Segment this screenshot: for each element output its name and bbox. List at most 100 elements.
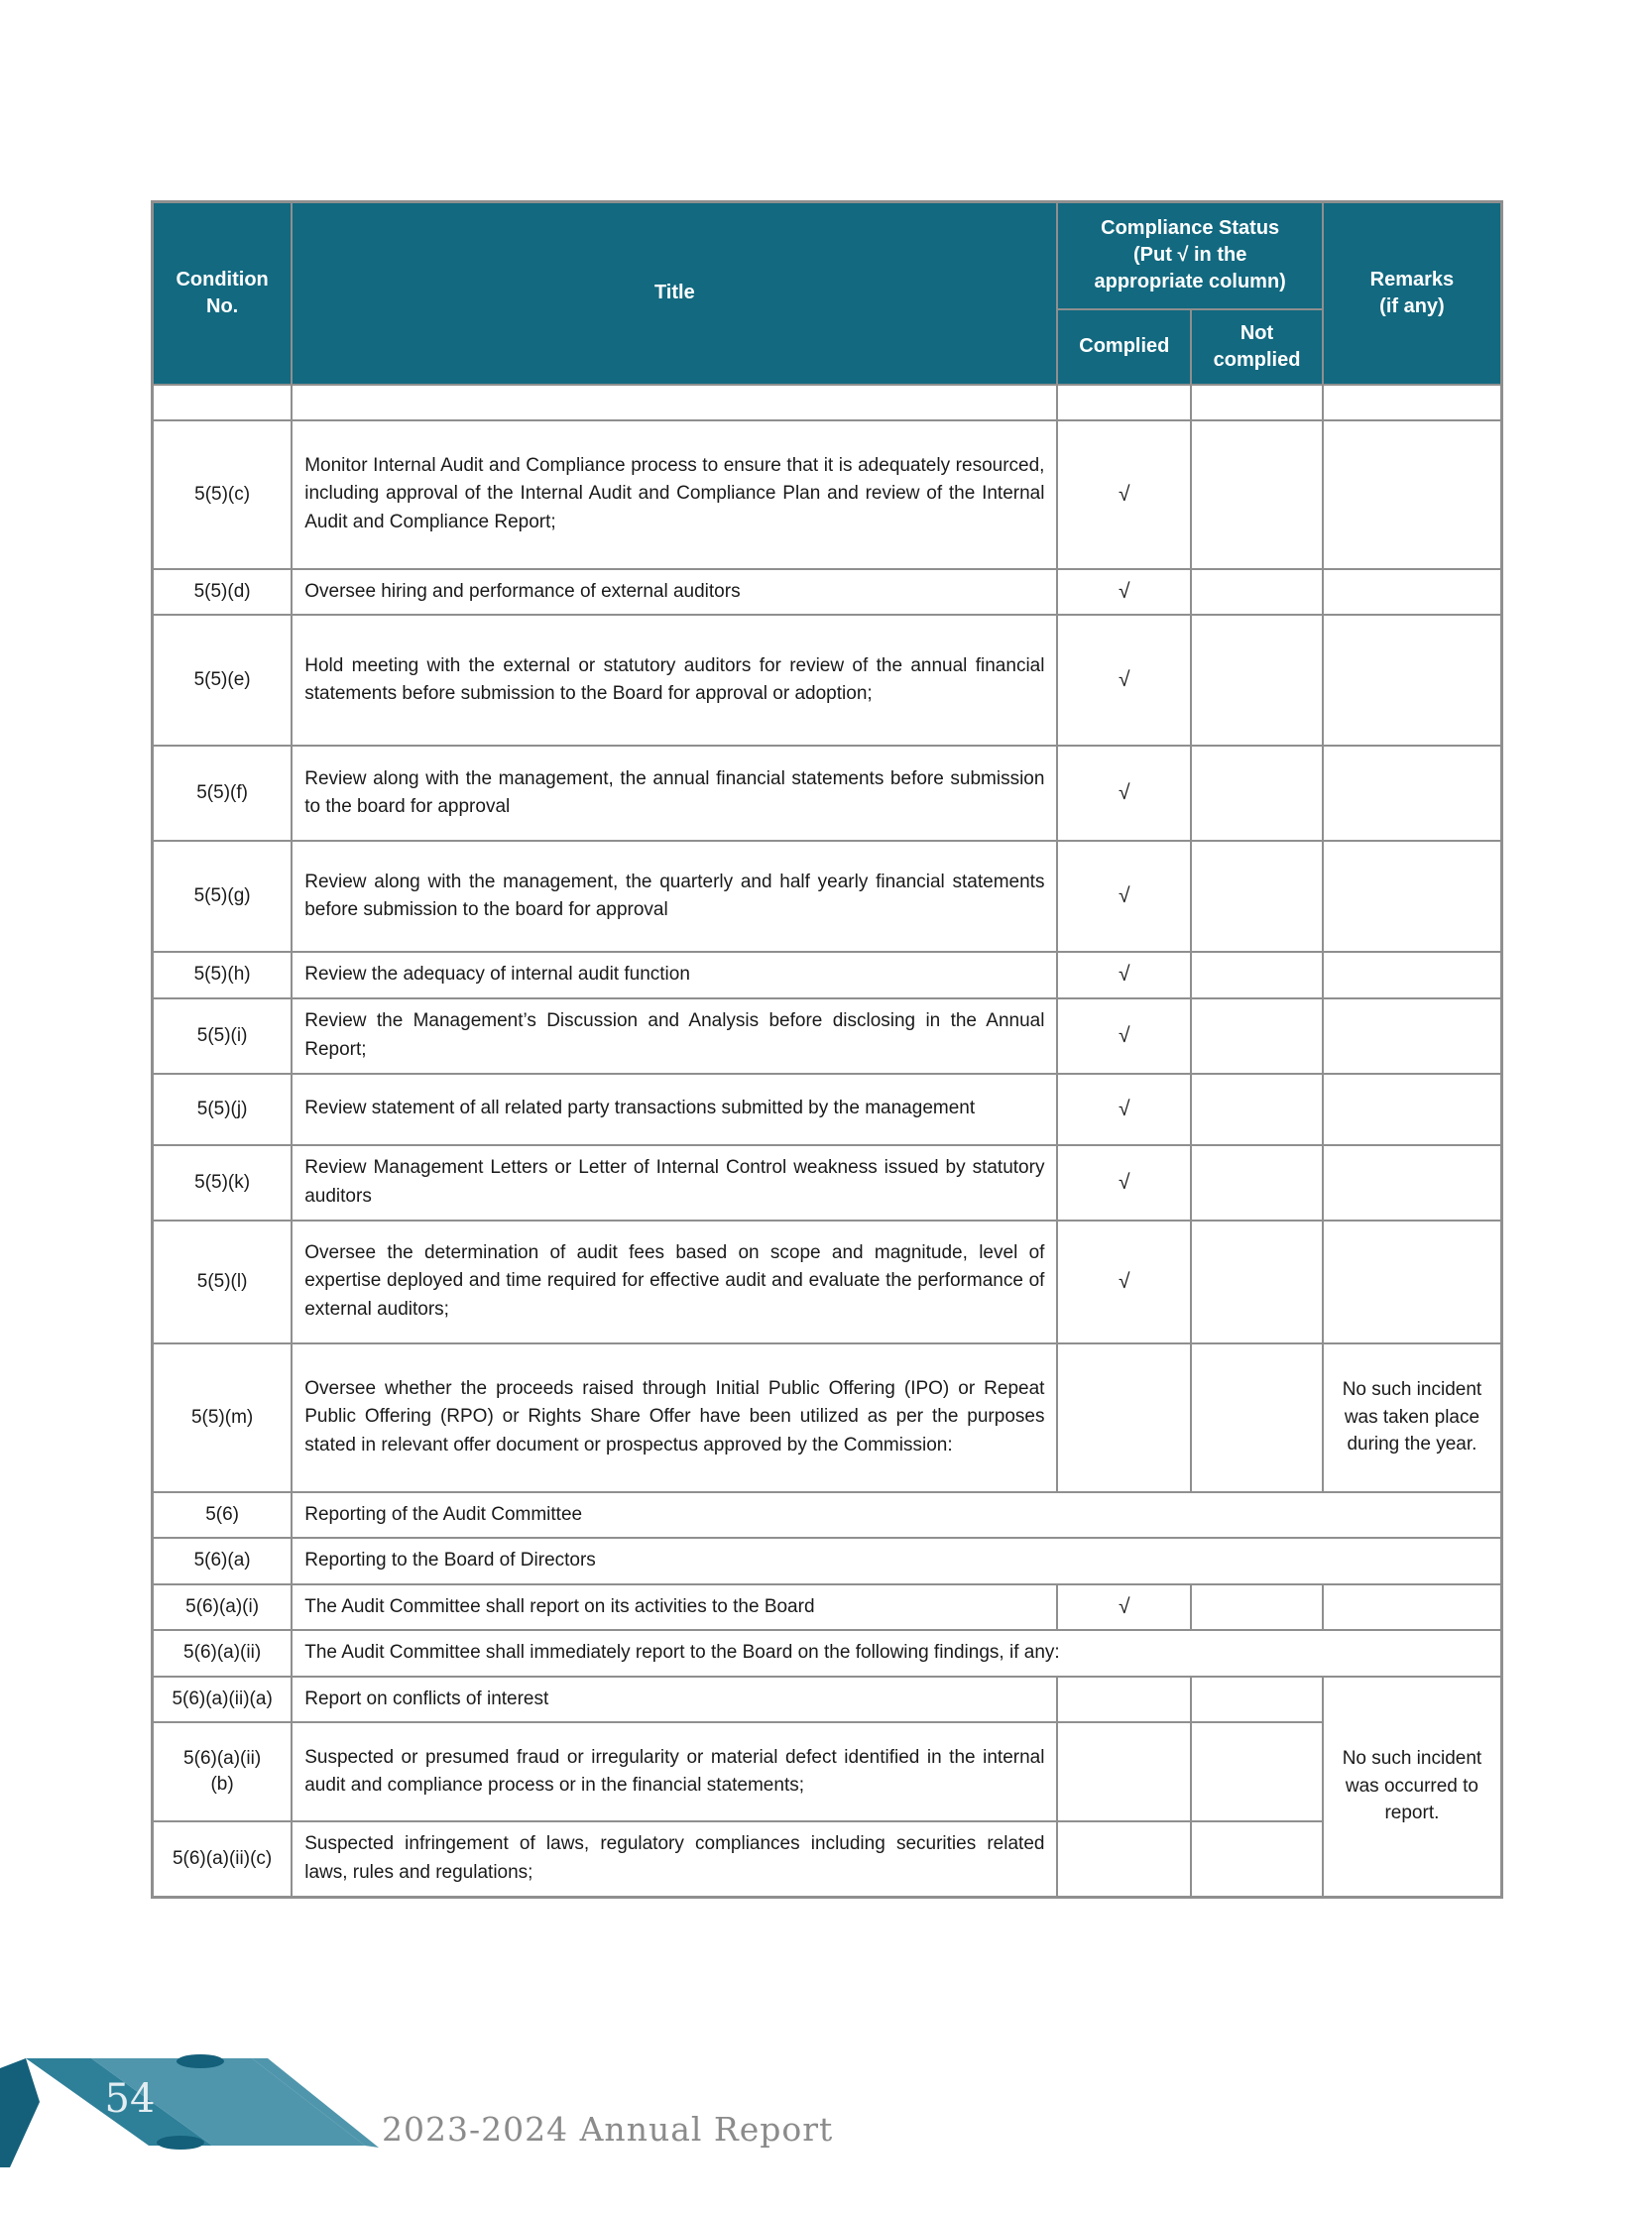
- complied-cell: √: [1056, 996, 1193, 1075]
- title-cell: Review along with the management, the an…: [291, 745, 1059, 842]
- table-row: 5(5)(i) Review the Management’s Discussio…: [151, 996, 1503, 1075]
- table-row: 5(5)(l) Oversee the determination of audi…: [151, 1219, 1503, 1344]
- not-complied-cell: [1190, 1072, 1324, 1146]
- not-complied-cell: [1190, 1219, 1324, 1344]
- table-row: [151, 383, 1503, 421]
- table-row: 5(6)(a) Reporting to the Board of Directo…: [151, 1537, 1503, 1585]
- condition-cell: 5(6)(a)(i): [151, 1582, 294, 1631]
- title-cell: Review along with the management, the qu…: [291, 840, 1059, 953]
- remarks-cell: [1321, 1072, 1503, 1146]
- title-cell: Suspected infringement of laws, regulato…: [291, 1820, 1059, 1898]
- title-cell-merged: Reporting to the Board of Directors: [291, 1537, 1503, 1585]
- condition-cell: 5(5)(c): [151, 418, 294, 570]
- page-number-ribbon: [0, 2054, 379, 2167]
- condition-cell: 5(5)(d): [151, 567, 294, 616]
- not-complied-cell: [1190, 1582, 1324, 1631]
- condition-cell: 5(5)(l): [151, 1219, 294, 1344]
- condition-cell: 5(5)(j): [151, 1072, 294, 1146]
- header-title: Title: [291, 200, 1059, 386]
- remarks-cell: No such incident was occurred to report.: [1321, 1675, 1503, 1898]
- not-complied-cell: [1190, 1721, 1324, 1822]
- not-complied-cell: [1190, 1820, 1324, 1898]
- not-complied-cell: [1190, 1675, 1324, 1723]
- condition-cell: 5(5)(k): [151, 1143, 294, 1222]
- remarks-cell: [1321, 840, 1503, 953]
- remarks-cell: [1321, 996, 1503, 1075]
- condition-cell: 5(6)(a): [151, 1537, 294, 1585]
- remarks-cell: No such incident was taken place during …: [1321, 1341, 1503, 1493]
- complied-cell: [1056, 1675, 1193, 1723]
- header-remarks: Remarks (if any): [1321, 200, 1503, 386]
- header-compliance-status: Compliance Status (Put √ in the appropri…: [1056, 200, 1324, 310]
- title-cell: Oversee whether the proceeds raised thro…: [291, 1341, 1059, 1493]
- table-row: 5(6)(a)(ii) The Audit Committee shall imm…: [151, 1629, 1503, 1678]
- complied-cell: √: [1056, 1072, 1193, 1146]
- table-row: 5(5)(m) Oversee whether the proceeds rais…: [151, 1341, 1503, 1493]
- title-cell: Review the adequacy of internal audit fu…: [291, 951, 1059, 999]
- complied-cell: √: [1056, 1143, 1193, 1222]
- not-complied-cell: [1190, 996, 1324, 1075]
- condition-cell: 5(6)(a)(ii) (b): [151, 1721, 294, 1822]
- condition-cell: 5(6)(a)(ii): [151, 1629, 294, 1678]
- annual-report-footer-label: 2023-2024 Annual Report: [382, 2110, 834, 2149]
- remarks-cell: [1321, 951, 1503, 999]
- title-cell: [291, 383, 1059, 421]
- complied-cell: √: [1056, 614, 1193, 747]
- table-row: 5(5)(h) Review the adequacy of internal a…: [151, 951, 1503, 999]
- table-row: 5(5)(f) Review along with the management,…: [151, 745, 1503, 842]
- table-row: 5(6) Reporting of the Audit Committee: [151, 1490, 1503, 1539]
- remarks-cell: [1321, 1582, 1503, 1631]
- compliance-table: Condition No. Title Compliance Status (P…: [151, 200, 1503, 1899]
- not-complied-cell: [1190, 383, 1324, 421]
- table-row: 5(5)(k) Review Management Letters or Lett…: [151, 1143, 1503, 1222]
- complied-cell: √: [1056, 840, 1193, 953]
- not-complied-cell: [1190, 1143, 1324, 1222]
- page-number: 54: [104, 2076, 156, 2122]
- complied-cell: √: [1056, 1582, 1193, 1631]
- not-complied-cell: [1190, 1341, 1324, 1493]
- title-cell-merged: The Audit Committee shall immediately re…: [291, 1629, 1503, 1678]
- complied-cell: [1056, 383, 1193, 421]
- condition-cell: [151, 383, 294, 421]
- title-cell: Review statement of all related party tr…: [291, 1072, 1059, 1146]
- remarks-cell: [1321, 1143, 1503, 1222]
- condition-cell: 5(5)(m): [151, 1341, 294, 1493]
- table-row: 5(5)(d) Oversee hiring and performance of…: [151, 567, 1503, 616]
- remarks-cell: [1321, 418, 1503, 570]
- complied-cell: [1056, 1341, 1193, 1493]
- remarks-cell: [1321, 614, 1503, 747]
- header-not-complied: Not complied: [1190, 307, 1324, 386]
- header-complied: Complied: [1056, 307, 1193, 386]
- not-complied-cell: [1190, 951, 1324, 999]
- complied-cell: √: [1056, 567, 1193, 616]
- condition-cell: 5(5)(f): [151, 745, 294, 842]
- header-condition-no: Condition No.: [151, 200, 294, 386]
- not-complied-cell: [1190, 745, 1324, 842]
- title-cell: Oversee the determination of audit fees …: [291, 1219, 1059, 1344]
- not-complied-cell: [1190, 840, 1324, 953]
- table-row: 5(6)(a)(ii)(c) Suspected infringement of …: [151, 1820, 1502, 1898]
- table-row: 5(6)(a)(ii) (b) Suspected or presumed fra…: [151, 1721, 1502, 1822]
- remarks-cell: [1321, 1219, 1503, 1344]
- title-cell: Hold meeting with the external or statut…: [291, 614, 1059, 747]
- table-header: Condition No. Title Compliance Status (P…: [151, 200, 1503, 386]
- remarks-cell: [1321, 383, 1503, 421]
- not-complied-cell: [1190, 418, 1324, 570]
- complied-cell: √: [1056, 951, 1193, 999]
- table-row: 5(6)(a)(i) The Audit Committee shall repo…: [151, 1582, 1503, 1631]
- complied-cell: √: [1056, 745, 1193, 842]
- complied-cell: √: [1056, 1219, 1193, 1344]
- complied-cell: [1056, 1721, 1193, 1822]
- table-row: 5(5)(e) Hold meeting with the external or…: [151, 614, 1503, 747]
- table-body: 5(5)(c) Monitor Internal Audit and Compli…: [151, 383, 1503, 1898]
- title-cell: Suspected or presumed fraud or irregular…: [291, 1721, 1059, 1822]
- table-row: 5(5)(j) Review statement of all related p…: [151, 1072, 1503, 1146]
- remarks-cell: [1321, 745, 1503, 842]
- complied-cell: [1056, 1820, 1193, 1898]
- table-row: 5(5)(c) Monitor Internal Audit and Compli…: [151, 418, 1503, 570]
- title-cell: Review the Management’s Discussion and A…: [291, 996, 1059, 1075]
- title-cell: The Audit Committee shall report on its …: [291, 1582, 1059, 1631]
- complied-cell: √: [1056, 418, 1193, 570]
- condition-cell: 5(5)(h): [151, 951, 294, 999]
